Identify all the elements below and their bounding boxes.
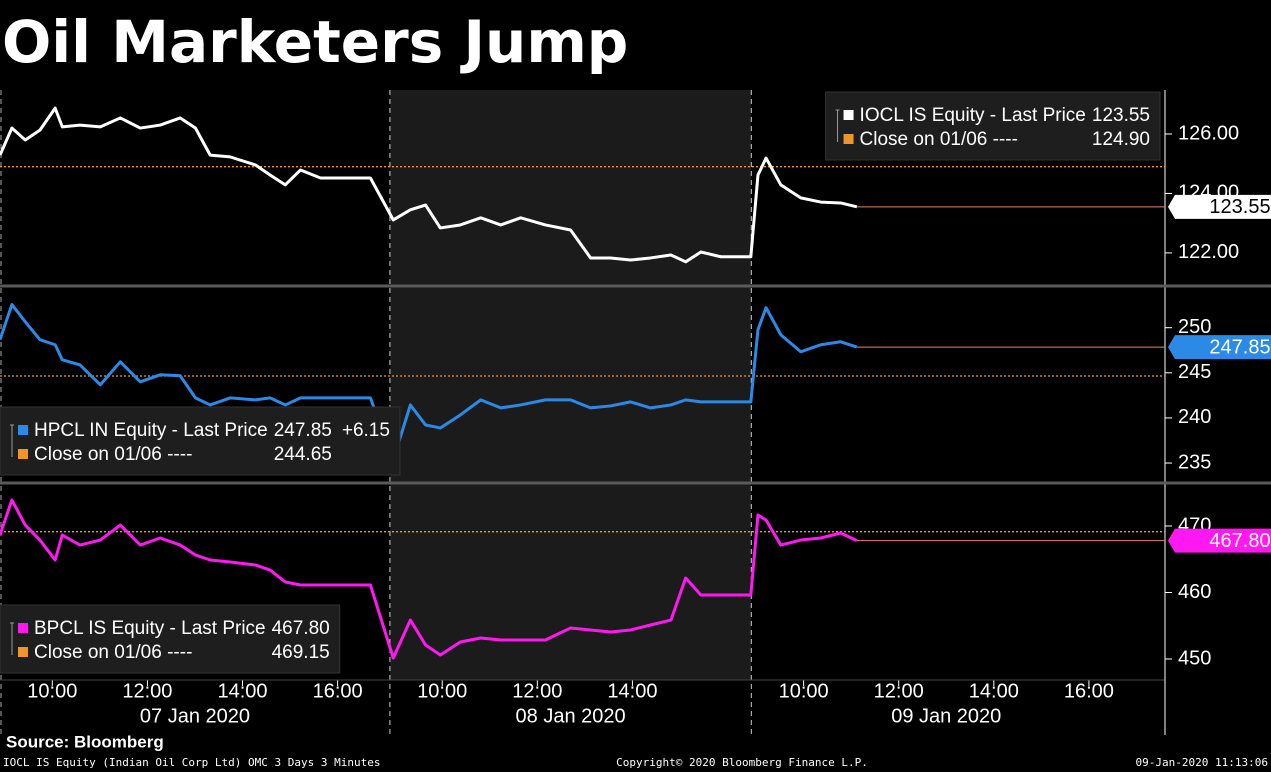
price-line <box>0 498 858 660</box>
x-tick-label: 16:00 <box>1064 680 1114 702</box>
x-tick-label: 14:00 <box>969 680 1019 702</box>
x-tick-label: 12:00 <box>512 680 562 702</box>
legend-value: 244.65 <box>274 444 332 465</box>
legend-label: HPCL IN Equity - Last Price <box>34 420 268 441</box>
day-shade <box>389 90 752 680</box>
date-label: 08 Jan 2020 <box>516 705 626 727</box>
legend-bracket <box>10 424 14 457</box>
y-tick-label: 250 <box>1178 316 1211 338</box>
price-tag-label: 467.80 <box>1209 530 1270 552</box>
price-tag <box>1168 335 1271 360</box>
legend: IOCL IS Equity - Last Price 123.55 Close o… <box>825 91 1161 161</box>
timestamp: 09-Jan-2020 11:13:06 <box>1136 756 1268 769</box>
legend-change: +6.15 <box>342 420 390 441</box>
legend-bracket <box>10 622 14 655</box>
price-line <box>0 106 858 264</box>
legend-value: 123.55 <box>1092 105 1150 126</box>
legend-value: 247.85 <box>274 420 332 441</box>
legend-value: 467.80 <box>272 618 330 639</box>
x-tick-label: 10:00 <box>417 680 467 702</box>
y-tick-label: 450 <box>1178 647 1211 669</box>
legend-label: Close on 01/06 ---- <box>34 642 192 663</box>
legend-label: IOCL IS Equity - Last Price <box>860 105 1086 126</box>
legend-swatch <box>18 425 28 435</box>
x-tick-label: 10:00 <box>779 680 829 702</box>
y-tick-label: 245 <box>1178 361 1211 383</box>
price-tag-label: 247.85 <box>1209 336 1270 358</box>
source: Source: Bloomberg <box>6 732 164 751</box>
legend-swatch <box>18 623 28 633</box>
x-tick-label: 10:00 <box>27 680 77 702</box>
date-label: 09 Jan 2020 <box>891 705 1001 727</box>
description: IOCL IS Equity (Indian Oil Corp Ltd) OMC… <box>3 756 381 769</box>
date-label: 07 Jan 2020 <box>140 705 250 727</box>
legend: HPCL IN Equity - Last Price 247.85 +6.15 Cl… <box>0 406 401 476</box>
y-tick-label: 240 <box>1178 406 1211 428</box>
x-tick-label: 14:00 <box>217 680 267 702</box>
y-tick-label: 126.00 <box>1178 122 1239 144</box>
price-tag <box>1168 528 1271 553</box>
x-tick-label: 14:00 <box>607 680 657 702</box>
legend-label: Close on 01/06 ---- <box>34 444 192 465</box>
chart-title: Oil Marketers Jump <box>2 8 628 76</box>
legend-swatch <box>843 110 854 120</box>
y-tick-label: 235 <box>1178 451 1211 473</box>
price-tag-label: 123.55 <box>1209 196 1270 218</box>
legend-value: 469.15 <box>272 642 330 663</box>
y-tick-label: 460 <box>1178 581 1211 603</box>
price-tag <box>1168 194 1271 219</box>
price-line <box>0 303 858 462</box>
legend-bracket <box>835 109 840 142</box>
legend-box <box>0 604 341 674</box>
legend-value: 124.90 <box>1092 129 1150 150</box>
copyright: Copyright© 2020 Bloomberg Finance L.P. <box>616 756 868 769</box>
legend: BPCL IS Equity - Last Price 467.80 Close o… <box>0 604 341 674</box>
legend-swatch <box>18 449 28 459</box>
x-tick-label: 12:00 <box>874 680 924 702</box>
legend-swatch <box>18 647 28 657</box>
legend-box <box>825 91 1161 161</box>
y-tick-label: 122.00 <box>1178 241 1239 263</box>
legend-label: BPCL IS Equity - Last Price <box>34 618 266 639</box>
x-tick-label: 16:00 <box>313 680 363 702</box>
legend-swatch <box>843 134 854 144</box>
legend-box <box>0 406 401 476</box>
legend-label: Close on 01/06 ---- <box>860 129 1018 150</box>
x-tick-label: 12:00 <box>122 680 172 702</box>
